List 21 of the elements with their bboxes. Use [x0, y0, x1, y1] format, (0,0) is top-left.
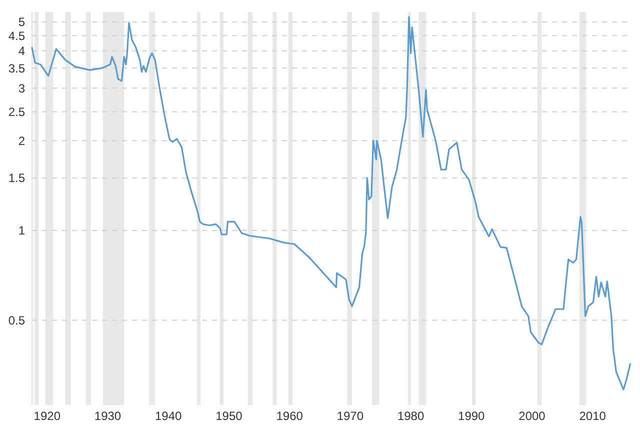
- y-tick-label: 3: [18, 81, 26, 96]
- y-tick-label: 2.5: [8, 104, 26, 119]
- y-tick-label: 3.5: [8, 61, 26, 76]
- y-tick-label: 2: [18, 134, 26, 148]
- y-tick-label: 1.5: [8, 171, 26, 186]
- x-tick-label: 1970: [336, 409, 364, 423]
- y-tick-label: 4: [18, 44, 26, 58]
- y-tick-label: 5: [18, 15, 26, 30]
- y-tick-label: 4.5: [8, 28, 26, 43]
- x-tick-label: 2000: [518, 409, 546, 423]
- y-tick-label: 1: [18, 224, 26, 238]
- x-tick-label: 1960: [276, 409, 304, 423]
- x-tick-label: 1990: [458, 409, 486, 423]
- x-tick-label: 2010: [579, 409, 606, 423]
- x-tick-label: 1930: [94, 409, 122, 423]
- x-tick-label: 1920: [34, 409, 61, 423]
- x-tick-label: 1950: [216, 409, 243, 423]
- x-tick-label: 1980: [397, 409, 424, 423]
- line-series: [31, 16, 631, 390]
- x-tick-label: 1940: [155, 409, 182, 423]
- y-tick-label: 0.5: [8, 313, 26, 328]
